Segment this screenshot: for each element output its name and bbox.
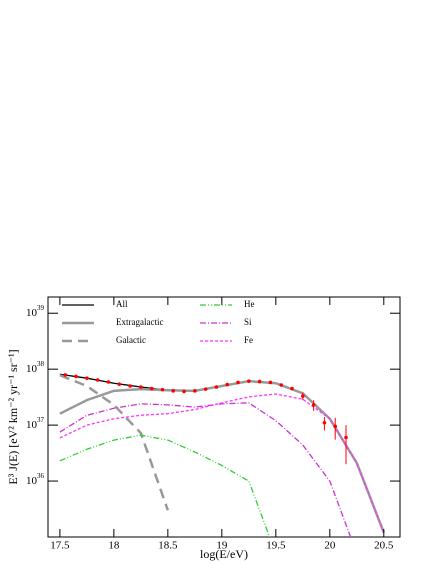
data-point [139,385,143,389]
plot-area [59,373,385,537]
x-tick-label: 19 [216,540,228,552]
data-point [203,387,208,391]
data-point [290,386,294,391]
data-point [85,376,89,380]
data-point [247,379,251,383]
series-line [59,402,352,537]
data-point [311,403,316,407]
series-line [59,374,170,511]
x-tick-label: 20 [324,540,336,552]
y-tick-label: 1037 [26,416,45,431]
data-point [193,389,197,393]
series-line [59,434,271,537]
legend-label: Fe [244,335,253,345]
tick-base: 10 [26,307,38,319]
x-tick-label: 19.5 [266,540,286,552]
plot-frame [47,296,401,538]
data-point [279,383,284,387]
legend-label: Extragalactic [116,317,163,327]
tick-base: 10 [26,363,38,375]
y-tick-label: 1039 [26,304,45,319]
data-point [171,389,176,393]
tick-exp: 37 [37,416,45,424]
data-point [95,378,100,382]
y-tick-label: 1038 [26,360,45,375]
data-point [268,380,273,385]
legend-label: He [244,299,255,309]
data-point [214,385,219,389]
data-point [106,380,111,384]
tick-base: 10 [26,419,38,431]
x-tick-label: 20.5 [374,540,394,552]
x-tick-label: 17.5 [50,540,70,552]
tick-exp: 38 [37,360,45,368]
data-point [344,435,348,440]
data-point [128,384,132,388]
data-point [301,394,305,398]
tick-exp: 39 [37,304,45,312]
x-tick-label: 18 [108,540,120,552]
legend-label: Galactic [116,335,146,345]
x-tick-label: 18.5 [158,540,178,552]
series-line [59,393,385,533]
y-axis-label: E³ J(E) [eV² km⁻² yr⁻¹ sr⁻¹] [6,349,20,484]
x-axis-label: log(E/eV) [200,547,248,561]
y-tick-label: 1036 [26,472,45,487]
data-point [333,424,338,429]
data-point [74,374,78,379]
data-point [117,382,122,386]
legend-label: Si [244,317,252,327]
data-point [257,379,262,384]
legend-label: All [116,299,128,309]
tick-exp: 36 [37,472,45,480]
tick-base: 10 [26,475,38,487]
data-point [149,386,154,391]
data-point [322,420,327,425]
data-point [160,387,165,392]
data-point [182,389,186,394]
data-point [63,373,68,377]
data-point [225,382,230,387]
data-point [236,380,240,385]
series-line [59,373,385,533]
